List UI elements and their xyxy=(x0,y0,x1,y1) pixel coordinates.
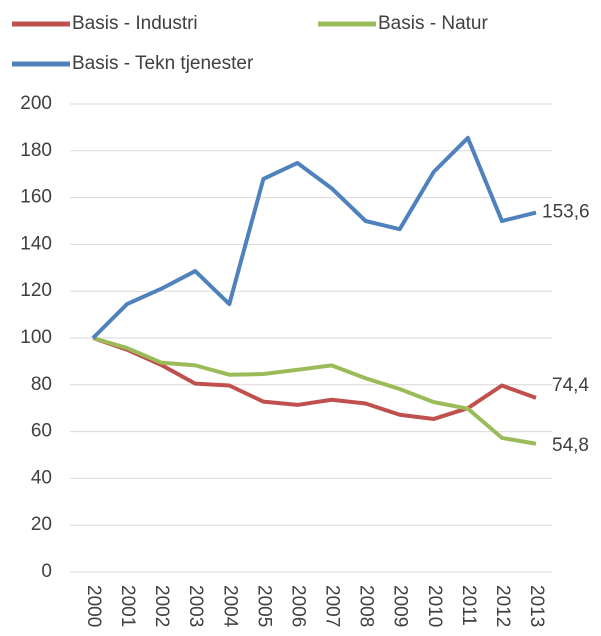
series-line xyxy=(91,135,537,340)
legend-label: Basis - Tekn tjenester xyxy=(72,53,254,74)
y-tick-label: 200 xyxy=(20,93,52,114)
x-tick-label: 2012 xyxy=(492,585,513,627)
x-tick-label: 2003 xyxy=(185,585,206,627)
x-tick-label: 2006 xyxy=(287,585,308,627)
legend-label: Basis - Industri xyxy=(72,13,198,34)
data-label: 74,4 xyxy=(552,375,589,396)
x-tick-label: 2005 xyxy=(253,585,274,627)
x-tick-label: 2009 xyxy=(390,585,411,627)
series-line xyxy=(92,336,537,446)
x-tick-label: 2013 xyxy=(526,585,547,627)
x-tick-label: 2007 xyxy=(322,585,343,627)
y-tick-label: 80 xyxy=(31,374,52,395)
x-tick-label: 2008 xyxy=(356,585,377,627)
x-tick-label: 2011 xyxy=(458,585,479,626)
y-tick-label: 60 xyxy=(31,421,52,442)
series-line xyxy=(92,336,537,421)
y-tick-label: 160 xyxy=(20,187,52,208)
x-tick-label: 2010 xyxy=(424,585,445,627)
y-tick-label: 120 xyxy=(20,280,52,301)
x-tick-label: 2000 xyxy=(83,585,104,627)
legend-label: Basis - Natur xyxy=(378,13,488,34)
y-tick-label: 140 xyxy=(20,233,52,254)
y-tick-label: 0 xyxy=(41,561,52,582)
y-tick-label: 40 xyxy=(31,467,52,488)
y-tick-label: 20 xyxy=(31,514,52,535)
data-label: 54,8 xyxy=(552,435,589,456)
data-label: 153,6 xyxy=(542,202,590,223)
y-tick-label: 100 xyxy=(20,327,52,348)
x-tick-label: 2002 xyxy=(151,585,172,627)
x-tick-label: 2004 xyxy=(219,585,240,628)
x-tick-label: 2001 xyxy=(117,585,138,627)
y-tick-label: 180 xyxy=(20,140,52,161)
